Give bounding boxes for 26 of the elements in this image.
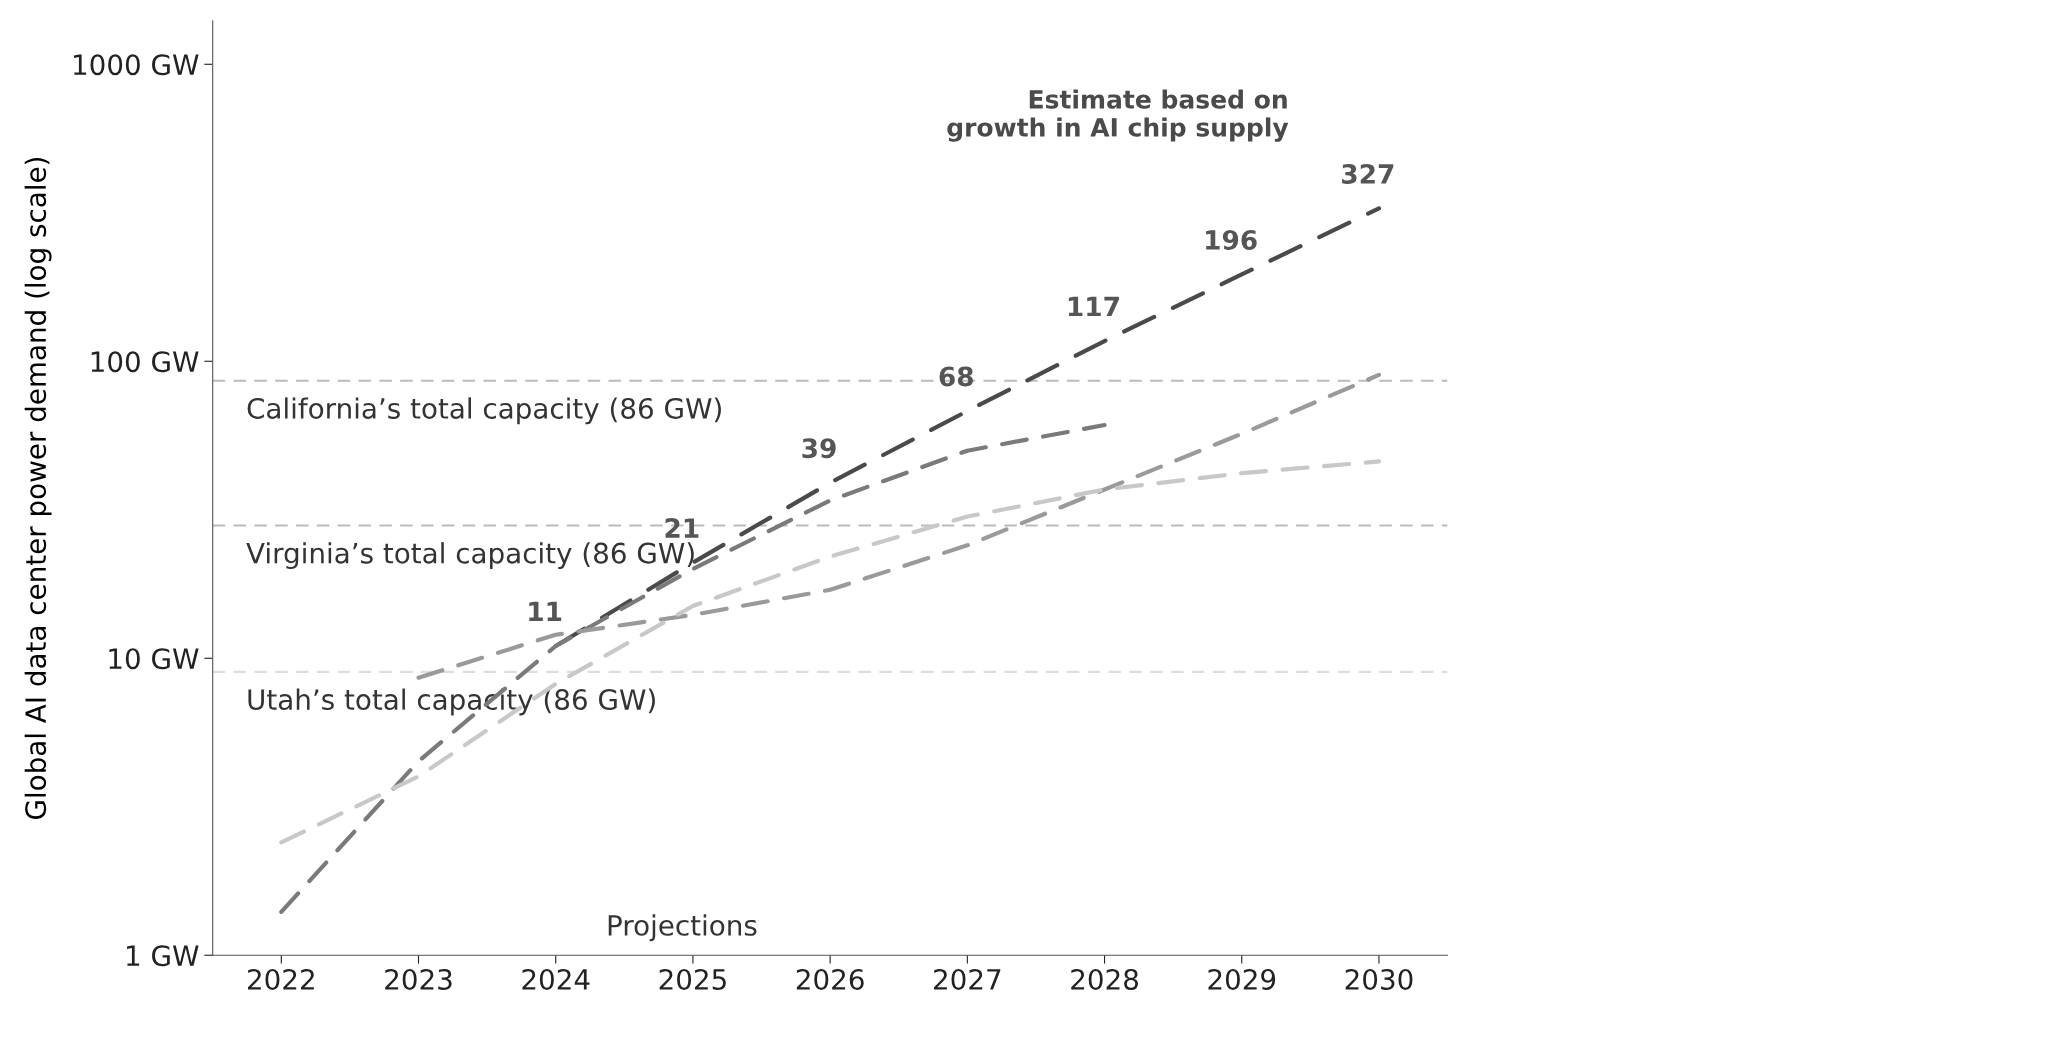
- x-tick-label: 2022: [247, 968, 314, 990]
- x-tick-label: 2025: [659, 968, 726, 990]
- x-tick-label: 2029: [1208, 968, 1276, 990]
- y-axis-title: Global AI data center power demand (log scale): [24, 157, 52, 820]
- data-label: 117: [1068, 296, 1119, 317]
- x-tick-label: 2027: [934, 968, 1001, 990]
- x-tick-label: 2024: [522, 968, 590, 990]
- ref-line-label: Virginia’s total capacity (86 GW): [246, 542, 694, 570]
- x-tick-label: 2026: [796, 968, 864, 990]
- data-label: 21: [665, 518, 699, 538]
- y-tick-label: 10 GW: [109, 648, 199, 670]
- annotation: Projections: [608, 914, 757, 942]
- y-tick-label: 100 GW: [91, 351, 199, 373]
- ref-line-label: California’s total capacity (86 GW): [247, 397, 721, 425]
- text: Estimate based on growth in AI chip supply: [947, 89, 1289, 142]
- data-label: 11: [529, 601, 562, 622]
- data-label: 327: [1342, 163, 1394, 184]
- x-tick-label: 2030: [1345, 968, 1413, 990]
- y-tick-label: 1 GW: [127, 945, 199, 967]
- data-label: 39: [802, 438, 836, 459]
- data-label: 196: [1206, 229, 1257, 250]
- y-tick-label: 1000 GW: [74, 54, 199, 76]
- x-tick-label: 2023: [385, 968, 452, 990]
- ref-line-label: Utah’s total capacity (86 GW): [248, 688, 655, 716]
- data-label: 68: [939, 366, 973, 387]
- x-tick-label: 2028: [1071, 968, 1138, 990]
